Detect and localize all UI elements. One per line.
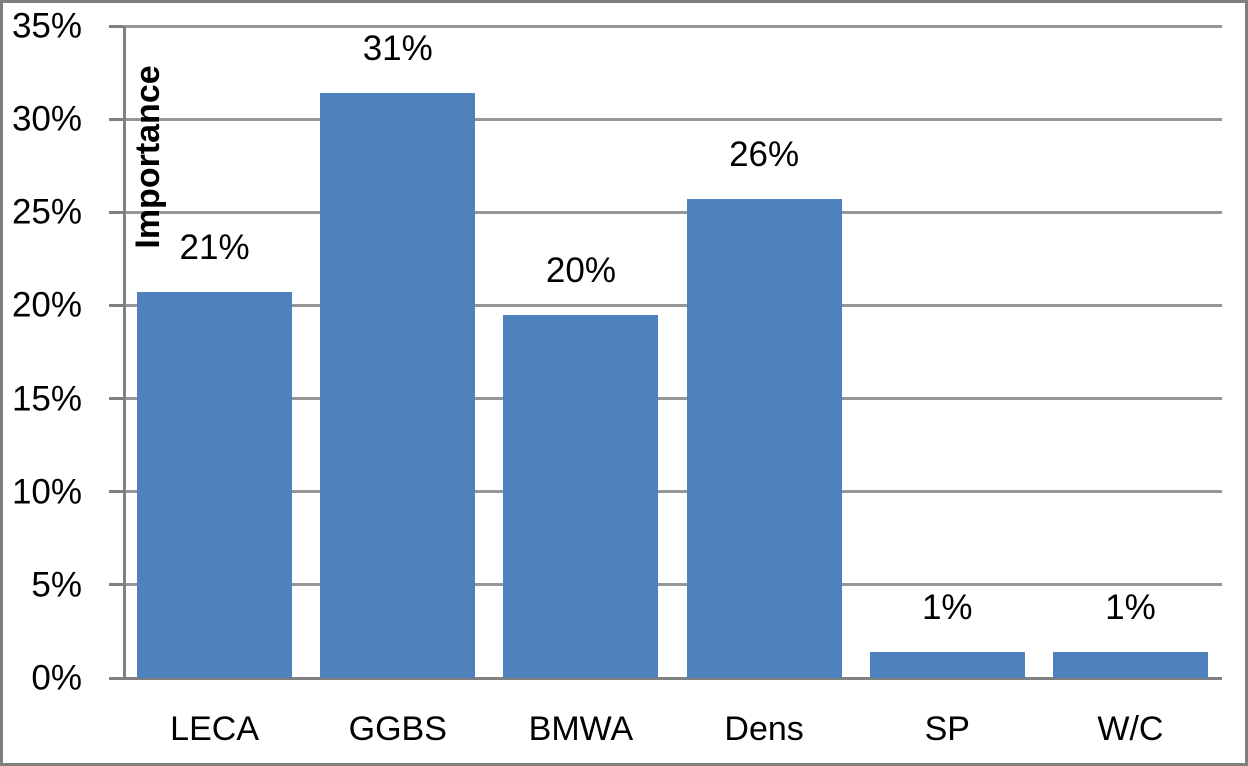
plot-area: 21% 31% 20% 26% 1% 1% Importance <box>109 24 1222 680</box>
x-axis: LECA GGBS BMWA Dens SP W/C <box>123 706 1222 752</box>
bar <box>686 199 842 678</box>
y-axis-tick-label: 5% <box>31 565 82 605</box>
gridline <box>123 303 1222 307</box>
y-axis-tick <box>109 676 123 680</box>
y-axis-tick <box>109 210 123 214</box>
bar-slot: 1% <box>1039 26 1222 678</box>
data-label: 1% <box>1105 587 1156 627</box>
y-axis-tick <box>109 490 123 494</box>
y-axis-line <box>123 26 126 678</box>
y-axis-tick <box>109 583 123 587</box>
data-label: 21% <box>179 228 250 268</box>
bar-slot: 21% <box>123 26 306 678</box>
y-axis-tick <box>109 303 123 307</box>
bar <box>320 93 476 678</box>
y-axis-tick-label: 10% <box>11 472 82 512</box>
bar-slot: 20% <box>489 26 672 678</box>
gridline <box>123 397 1222 401</box>
y-axis-tick-label: 35% <box>11 6 82 46</box>
data-label: 20% <box>545 250 616 290</box>
gridline <box>123 676 1222 680</box>
data-label: 31% <box>362 29 433 69</box>
y-axis-tick-label: 15% <box>11 379 82 419</box>
y-axis-tick <box>109 397 123 401</box>
bar <box>1052 651 1208 678</box>
gridline <box>123 210 1222 214</box>
y-axis-tick-label: 20% <box>11 285 82 325</box>
bar-slot: 26% <box>673 26 856 678</box>
gridline <box>123 117 1222 121</box>
bar <box>869 651 1025 678</box>
x-axis-category-label: Dens <box>724 710 804 748</box>
y-axis: 0% 5% 10% 15% 20% 25% 30% 35% <box>3 9 82 696</box>
gridline <box>123 583 1222 587</box>
y-axis-tick-label: 25% <box>11 192 82 232</box>
data-label: 1% <box>921 587 973 627</box>
x-axis-category-label: GGBS <box>348 710 447 748</box>
bar-slot: 31% <box>306 26 489 678</box>
bar <box>137 292 293 678</box>
x-axis-category-label: LECA <box>170 710 259 748</box>
gridline <box>123 490 1222 494</box>
x-axis-category-label: SP <box>924 710 970 748</box>
bar-slot: 1% <box>856 26 1039 678</box>
gridline <box>123 24 1222 28</box>
y-axis-tick-label: 0% <box>31 658 82 698</box>
y-axis-tick <box>109 117 123 121</box>
y-axis-tick-label: 30% <box>11 99 82 139</box>
x-axis-category-label: BMWA <box>528 710 634 748</box>
x-axis-category-label: W/C <box>1097 710 1164 748</box>
y-axis-title: Importance <box>129 65 167 249</box>
y-axis-tick <box>109 24 123 28</box>
bars-row: 21% 31% 20% 26% 1% 1% <box>123 26 1222 678</box>
data-label: 26% <box>729 135 800 175</box>
bar <box>503 314 659 678</box>
